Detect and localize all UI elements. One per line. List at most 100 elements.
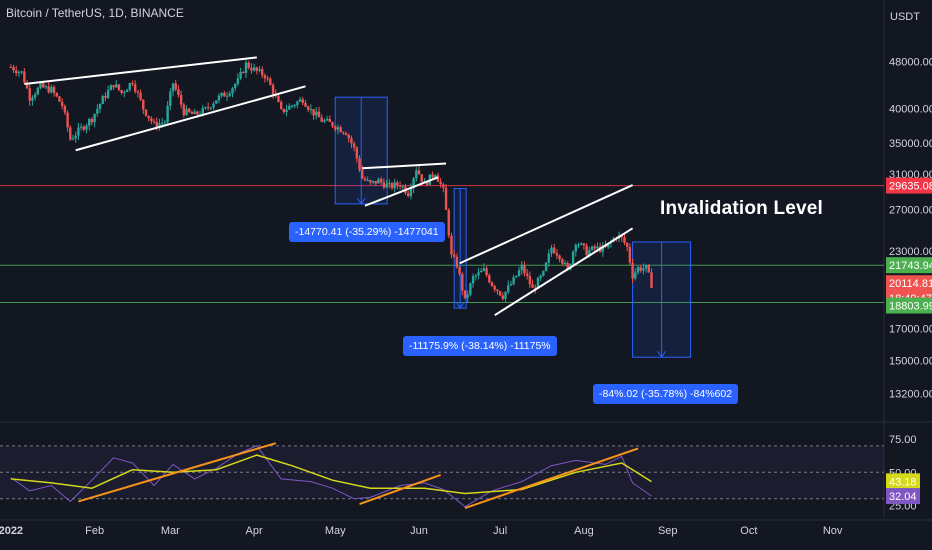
candle-body <box>439 181 442 185</box>
candle-body <box>534 287 537 289</box>
candle-body <box>369 180 372 183</box>
candle-body <box>101 95 104 104</box>
candle-body <box>44 86 48 88</box>
y-tick-label: 13200.00 <box>889 388 932 400</box>
candle-body <box>258 69 261 71</box>
price-tag-bg <box>886 297 932 314</box>
candle-body <box>552 247 556 254</box>
invalidation-label: Invalidation Level <box>660 198 824 219</box>
rsi-line <box>10 445 652 508</box>
candle-body <box>496 289 499 292</box>
candle-body <box>304 102 307 107</box>
candle-body <box>444 187 448 210</box>
candle-body <box>379 179 383 183</box>
candle-body <box>412 178 415 189</box>
candle-body <box>512 277 515 285</box>
candle-body <box>193 111 196 114</box>
candle-body <box>306 106 310 110</box>
candle-body <box>31 97 34 101</box>
candle-body <box>188 108 191 113</box>
candle-body <box>58 96 61 102</box>
candle-body <box>298 99 302 102</box>
candle-body <box>309 109 313 111</box>
candle-body <box>363 178 367 181</box>
candle-body <box>285 109 288 113</box>
price-tag-label: 21743.94 <box>889 260 932 272</box>
candle-body <box>28 88 31 101</box>
candle-body <box>128 83 131 90</box>
x-tick-label: Oct <box>740 525 757 537</box>
candle-body <box>279 101 283 109</box>
candle-body <box>15 70 18 74</box>
chart-title: Bitcoin / TetherUS, 1D, BINANCE <box>6 6 184 20</box>
candle-body <box>409 188 413 197</box>
candle-body <box>328 118 332 122</box>
candle-body <box>515 275 518 278</box>
candle-body <box>393 182 396 189</box>
rsi-tag-bg <box>886 488 920 505</box>
candle-body <box>544 262 548 271</box>
candle-body <box>133 84 137 92</box>
candle-body <box>17 71 21 74</box>
price-tag-label: 29635.08 <box>889 181 932 193</box>
candle-body <box>233 84 237 89</box>
candle-body <box>247 62 250 68</box>
y-tick-label: 27000.00 <box>889 205 932 217</box>
candle-body <box>385 183 388 188</box>
candle-body <box>352 143 356 148</box>
candle-body <box>539 275 542 278</box>
candle-body <box>482 268 486 271</box>
candle-body <box>312 109 315 116</box>
candle-body <box>123 91 126 94</box>
candle-body <box>325 118 329 121</box>
candle-body <box>166 105 169 123</box>
price-tag-bg <box>886 177 932 194</box>
candle-body <box>528 275 532 285</box>
candle-body <box>561 259 564 264</box>
y-tick-label: 17000.00 <box>889 323 932 335</box>
candle-body <box>536 277 540 289</box>
candle-body <box>96 108 99 114</box>
candle-body <box>550 247 553 254</box>
candle-body <box>39 83 42 89</box>
candle-body <box>50 86 53 93</box>
candle-body <box>455 256 459 268</box>
candle-body <box>469 283 472 295</box>
measure-label-august: -84%.02 (-35.78%) -84%602 <box>593 384 739 404</box>
candle-body <box>217 95 221 101</box>
candle-body <box>315 111 318 116</box>
candle-body <box>377 179 380 184</box>
candle-body <box>228 93 231 96</box>
candle-body <box>555 253 559 256</box>
x-tick-label: May <box>325 525 346 537</box>
candle-body <box>177 89 180 95</box>
candle-body <box>620 235 623 238</box>
x-tick-label: Jul <box>493 525 507 537</box>
candle-body <box>625 243 629 247</box>
wedge-line <box>24 56 257 85</box>
candle-body <box>139 92 142 100</box>
candle-body <box>142 99 145 110</box>
candle-body <box>174 83 177 90</box>
candle-body <box>517 270 521 276</box>
candle-body <box>490 282 494 287</box>
candle-body <box>374 181 377 184</box>
candle-body <box>520 264 523 271</box>
candle-body <box>452 254 456 257</box>
candle-body <box>88 119 91 126</box>
horizontal-levels <box>0 185 884 304</box>
x-tick-label: Nov <box>823 525 843 537</box>
candle-body <box>474 275 477 277</box>
candle-body <box>479 270 483 273</box>
candle-body <box>434 175 437 178</box>
candle-body <box>582 243 586 246</box>
candle-body <box>271 84 275 94</box>
candle-body <box>9 67 13 69</box>
candle-body <box>431 174 434 178</box>
candle-body <box>206 107 210 109</box>
candle-body <box>60 101 64 106</box>
candle-body <box>466 294 469 298</box>
candle-body <box>244 62 248 74</box>
candle-body <box>342 132 345 134</box>
